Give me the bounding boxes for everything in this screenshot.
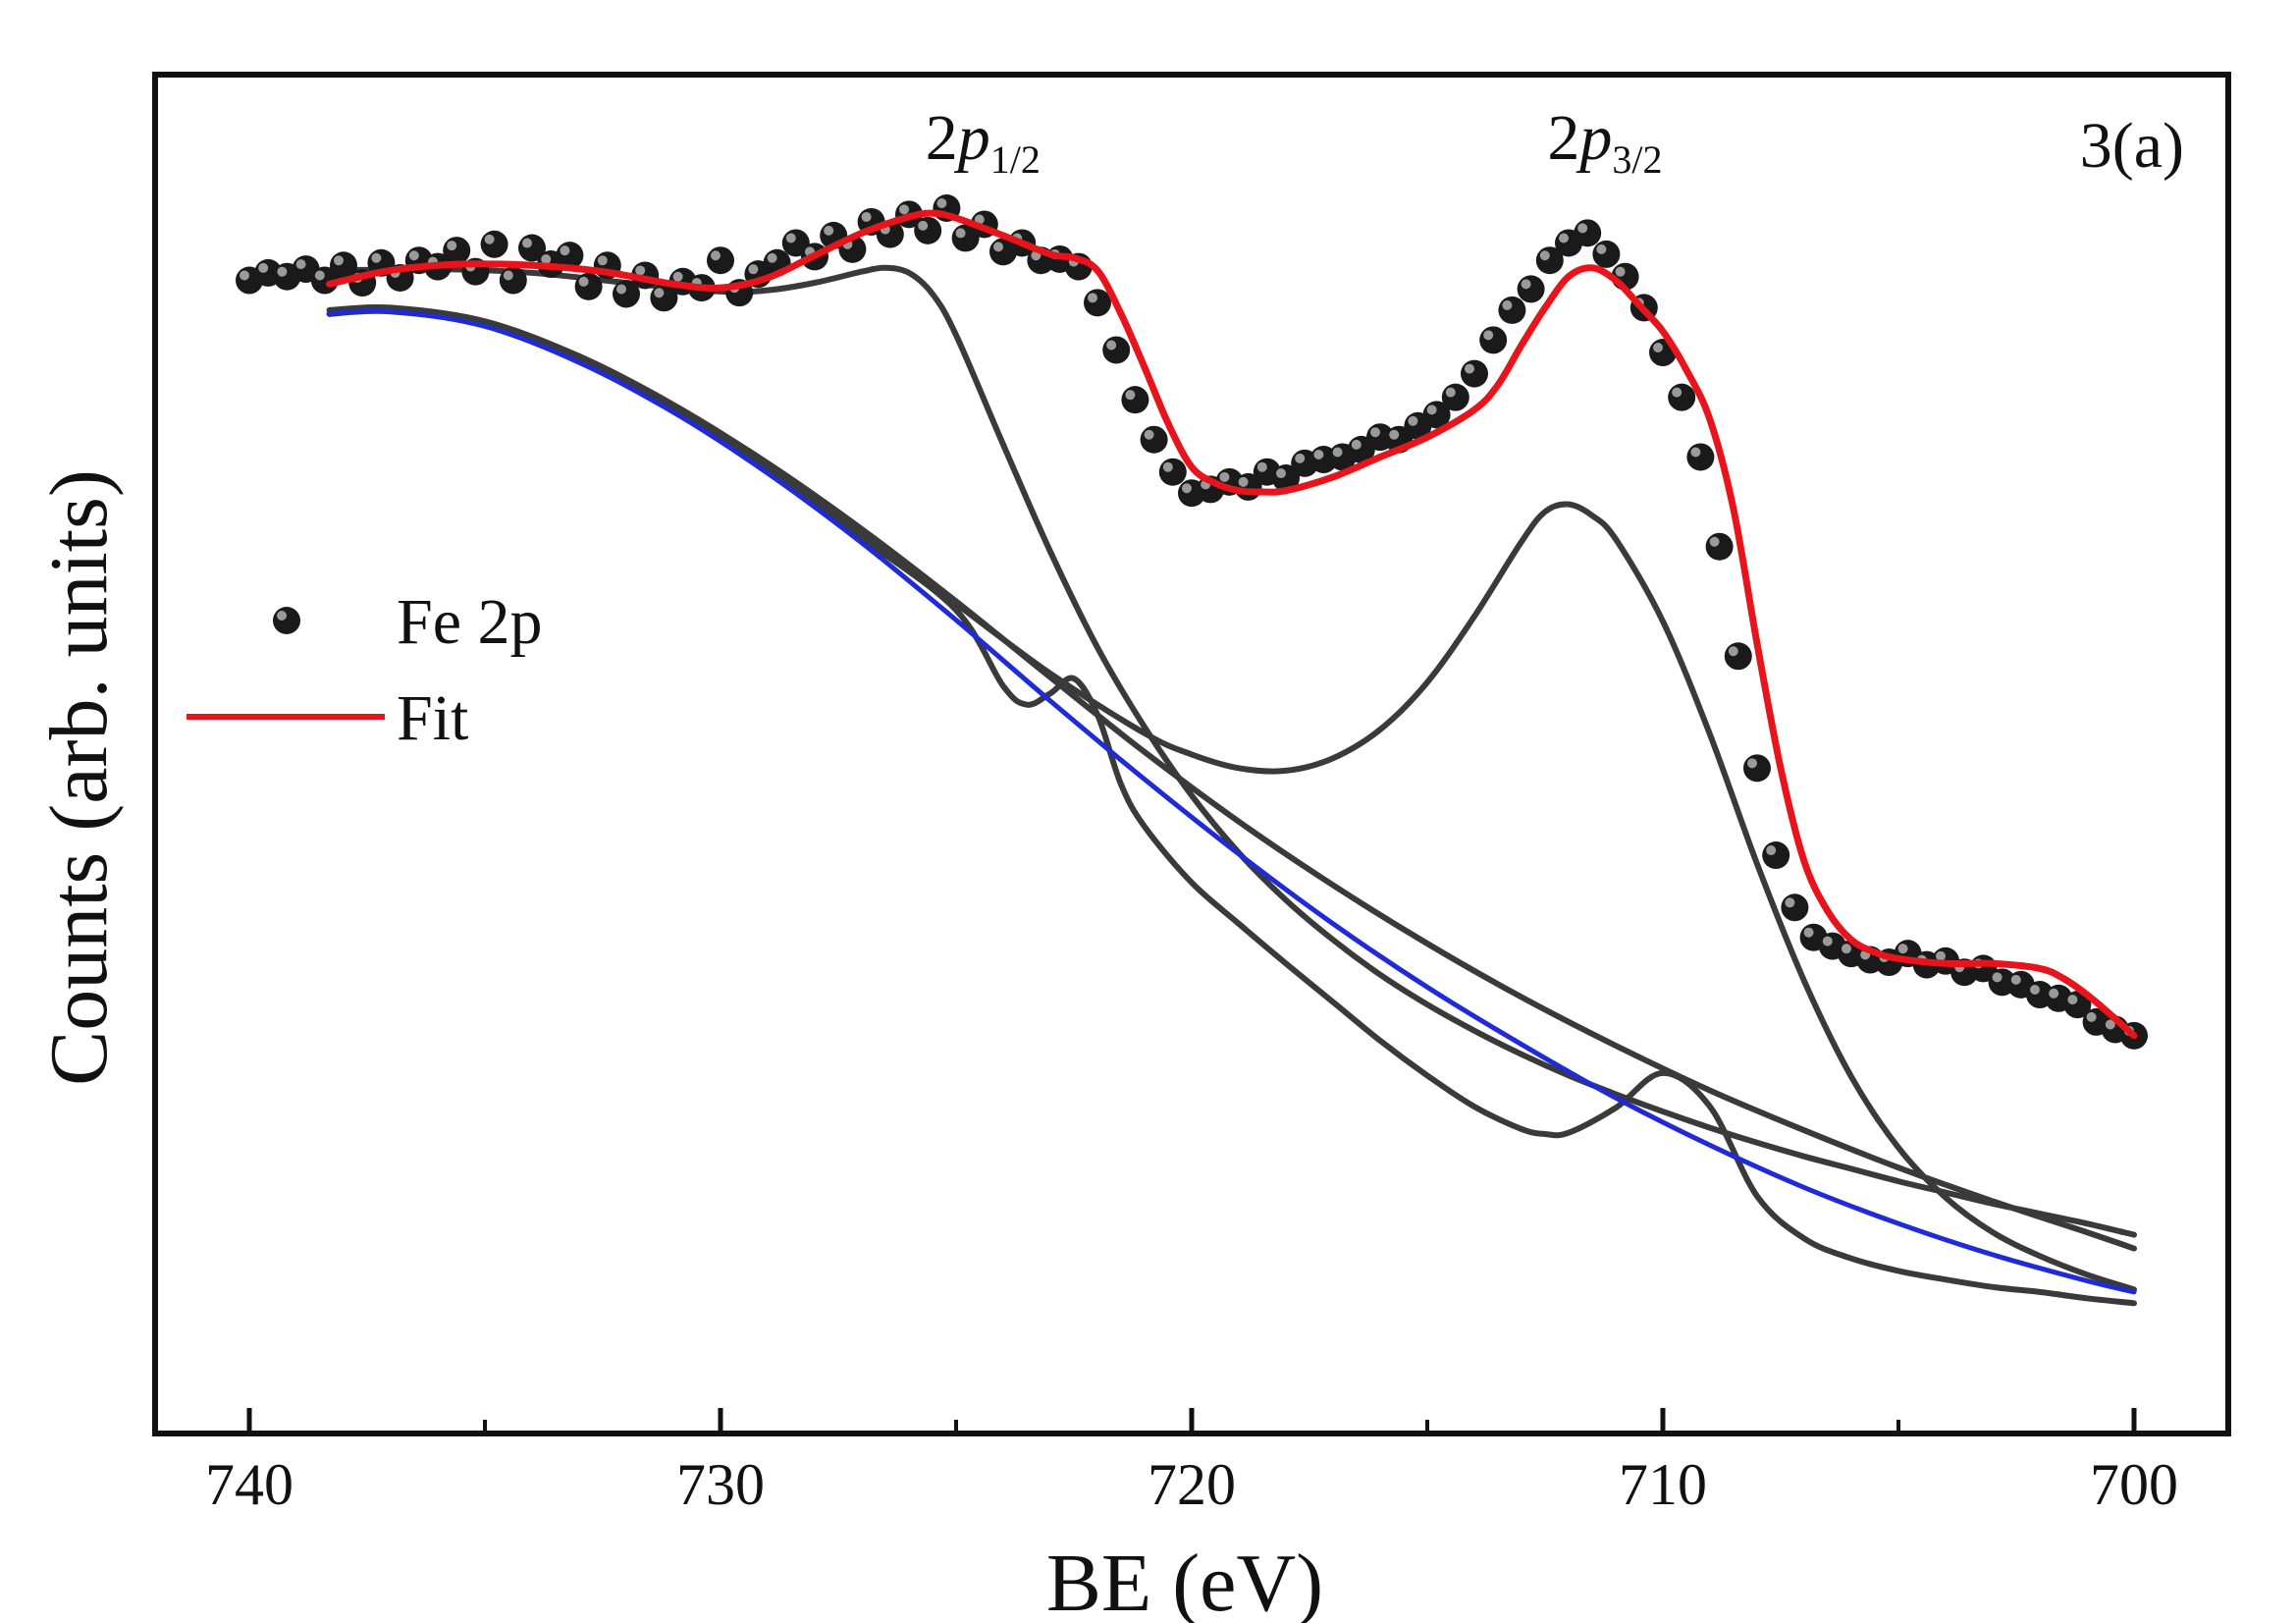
legend-marker-fe2p (273, 607, 300, 634)
data-point (650, 284, 678, 312)
data-point (1461, 359, 1488, 388)
peak-label-2p3-2-sub: 3/2 (1612, 137, 1662, 182)
peak-label-2p1-2-main: 2 (926, 102, 958, 174)
data-point (518, 234, 546, 262)
legend-label-fe2p: Fe 2p (397, 586, 543, 658)
data-point (1724, 642, 1752, 671)
x-tick-labels: 740 730 720 710 700 (205, 1452, 2178, 1517)
x-tick-label: 740 (205, 1452, 294, 1517)
data-point (1084, 289, 1111, 317)
series-line-component-4 (326, 303, 2137, 1252)
data-point (1592, 240, 1621, 268)
data-point (707, 246, 734, 275)
peak-label-2p1-2-italic: p (954, 102, 990, 174)
x-ticks (246, 1408, 2137, 1434)
legend-label-fit: Fit (397, 682, 468, 754)
peak-label-2p3-2-main: 2 (1547, 102, 1579, 174)
x-tick-label: 700 (2090, 1452, 2178, 1517)
y-axis-title: Counts (arb. units) (33, 469, 125, 1086)
data-point (1158, 458, 1187, 486)
peak-label-2p3-2-italic: p (1575, 102, 1612, 174)
x-tick-label: 710 (1619, 1452, 1707, 1517)
data-point (781, 229, 810, 257)
data-point (1121, 386, 1149, 414)
data-point (1422, 401, 1451, 429)
legend-marker-fe2p-highlight (277, 611, 287, 621)
series-line-fit (326, 209, 2138, 1040)
data-point (1102, 336, 1131, 364)
data-point (1743, 754, 1771, 783)
plot-lines (326, 264, 2137, 1307)
peak-label-2p1-2-sub: 1/2 (990, 137, 1041, 182)
data-point (1517, 275, 1545, 303)
data-point (330, 251, 357, 280)
data-point (1762, 841, 1790, 870)
data-point (914, 216, 942, 244)
data-point (310, 266, 339, 295)
series-line-background (327, 308, 2137, 1295)
data-point (556, 242, 584, 270)
legend: Fe 2p Fit (187, 586, 543, 754)
data-point (1574, 219, 1602, 247)
data-point (613, 280, 640, 308)
data-point (1140, 425, 1168, 454)
data-point (1272, 464, 1300, 493)
x-tick-label: 720 (1148, 1452, 1236, 1517)
data-point (1498, 296, 1526, 324)
data-point (1668, 383, 1696, 411)
peak-label-2p1-2: 2p1/2 (926, 102, 1041, 182)
data-point (480, 230, 508, 258)
x-tick-label: 730 (676, 1452, 765, 1517)
x-axis-title: BE (eV) (1046, 1538, 1323, 1623)
data-point (1686, 443, 1715, 471)
peak-label-2p3-2: 2p3/2 (1547, 102, 1662, 182)
data-point (443, 237, 471, 265)
data-point (499, 266, 527, 295)
data-point (1781, 893, 1809, 922)
data-point (1535, 246, 1564, 275)
data-point (1705, 532, 1734, 561)
data-point (574, 272, 603, 300)
data-point (1441, 383, 1469, 411)
data-point (2063, 991, 2092, 1019)
data-point (1479, 326, 1508, 354)
data-point (951, 224, 980, 252)
series-line-component-3 (326, 306, 2137, 1293)
plot-points (236, 194, 2148, 1050)
panel-label: 3(a) (2080, 110, 2184, 182)
